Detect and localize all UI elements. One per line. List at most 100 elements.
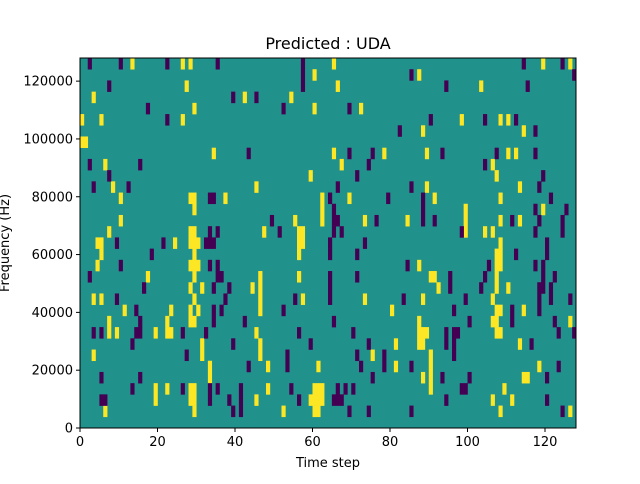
heatmap-cell-low (545, 394, 550, 406)
heatmap-cell-low (362, 237, 368, 249)
heatmap-cell-high (297, 271, 302, 283)
chart-title: Predicted : UDA (265, 34, 390, 53)
heatmap-cell-high (91, 91, 96, 104)
heatmap-cell-low (366, 405, 371, 418)
heatmap-cell-low (231, 405, 236, 418)
heatmap-cell-high (200, 282, 205, 294)
heatmap-cell-low (339, 226, 344, 238)
heatmap-cell-high (494, 248, 503, 272)
heatmap-cell-high (192, 271, 197, 283)
heatmap-cell-high (517, 214, 523, 227)
heatmap-cell-high (312, 102, 317, 115)
heatmap-cell-high (200, 338, 205, 362)
y-tick-label: 40000 (32, 306, 73, 321)
heatmap-cell-high (262, 226, 267, 238)
heatmap-cell-high (436, 282, 441, 294)
heatmap-cell-high (99, 114, 104, 126)
heatmap-cell-low (347, 405, 352, 418)
heatmap-cell-low (118, 259, 123, 272)
heatmap-cell-low (421, 192, 426, 227)
heatmap-cell-low (405, 259, 410, 272)
heatmap-cell-low (556, 327, 561, 339)
heatmap-cell-high (188, 282, 193, 294)
heatmap-cell-high (421, 371, 426, 384)
heatmap-cell-high (254, 394, 259, 406)
heatmap-cell-high (312, 383, 325, 395)
heatmap-cell-low (215, 226, 220, 238)
heatmap-cell-low (207, 259, 213, 272)
heatmap-cell-high (258, 338, 263, 362)
heatmap-cell-high (188, 304, 193, 317)
heatmap-cell-low (281, 304, 286, 317)
heatmap-cell-low (483, 158, 488, 171)
heatmap-cell-high (428, 271, 437, 283)
heatmap-cell-high (506, 282, 511, 294)
heatmap-cell-high (393, 338, 399, 350)
heatmap-cell-high (498, 192, 503, 205)
heatmap-cell-low (328, 192, 333, 205)
heatmap-cell-high (242, 91, 247, 104)
heatmap-cell-high (335, 80, 340, 92)
heatmap-cell-low (289, 383, 294, 395)
heatmap-cell-high (293, 214, 298, 227)
heatmap-cell-high (99, 293, 104, 305)
heatmap-cell-low (440, 371, 445, 384)
heatmap-cell-low (444, 80, 449, 92)
heatmap-cell-low (347, 147, 352, 160)
x-tick-label: 60 (304, 435, 321, 450)
heatmap-cell-low (328, 271, 333, 305)
heatmap-cell-high (541, 58, 546, 70)
heatmap-cell-high (192, 102, 197, 115)
heatmap-cell-low (138, 315, 143, 328)
heatmap-cell-high (192, 248, 197, 261)
heatmap-cell-low (370, 371, 375, 384)
heatmap-cell-high (254, 327, 259, 339)
heatmap-cell-low (529, 338, 534, 350)
heatmap-cell-low (335, 181, 340, 193)
x-tick-label: 40 (227, 435, 244, 450)
heatmap-cell-high (320, 192, 325, 227)
heatmap-cell-high (300, 293, 306, 305)
heatmap-cell-low (297, 327, 302, 339)
heatmap-cell-high (370, 349, 375, 362)
heatmap-cell-low (452, 304, 457, 317)
heatmap-cell-low (343, 383, 348, 395)
heatmap-cell-low (335, 214, 340, 227)
y-tick-label: 60000 (32, 248, 73, 263)
heatmap-cell-low (297, 394, 302, 406)
x-axis-ticks: 0 20 40 60 80 100 120 (76, 428, 557, 450)
heatmap-cell-high (459, 114, 464, 126)
heatmap-cell-low (215, 58, 220, 70)
heatmap-cell-low (548, 282, 554, 305)
heatmap-cell-high (188, 192, 197, 205)
heatmap-cell-high (490, 315, 499, 328)
heatmap-cell-low (87, 271, 92, 283)
heatmap-cell-high (421, 125, 426, 137)
heatmap-cell-low (331, 203, 337, 238)
x-tick-label: 80 (382, 435, 399, 450)
heatmap-cell-low (564, 203, 569, 216)
heatmap-cell-high (80, 114, 85, 126)
heatmap-cell-low (541, 170, 546, 182)
heatmap-cell-low (331, 394, 344, 406)
heatmap-cell-low (204, 327, 209, 339)
heatmap-cell-high (390, 304, 395, 317)
heatmap-cell-high (424, 147, 430, 160)
y-tick-label: 0 (65, 422, 73, 437)
heatmap-cell-low (459, 383, 464, 395)
heatmap-cell-low (560, 405, 565, 418)
heatmap-cell-high (421, 338, 426, 350)
heatmap-cell-low (130, 383, 135, 395)
heatmap-cell-low (165, 58, 170, 70)
heatmap-cell-high (568, 58, 573, 70)
heatmap-cell-high (107, 226, 112, 238)
heatmap-cell-low (397, 125, 402, 137)
heatmap-cell-low (552, 271, 557, 283)
heatmap-cell-low (285, 349, 290, 373)
heatmap-cell-high (331, 58, 337, 70)
heatmap-cell-high (153, 327, 158, 339)
heatmap-cell-low (440, 147, 445, 160)
heatmap-cell-low (545, 371, 550, 384)
heatmap-cell-high (506, 114, 511, 126)
heatmap-cell-low (351, 383, 356, 395)
